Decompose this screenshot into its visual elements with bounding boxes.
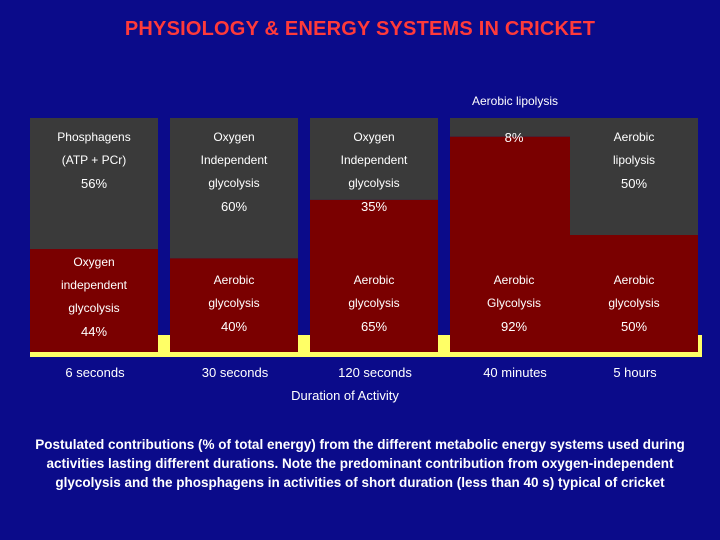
top-segment-label-1: Oxygen Independent glycolysis 60% [170, 130, 298, 214]
segment-percent: 56% [80, 176, 108, 191]
segment-line: lipolysis [612, 153, 655, 167]
bar-segment-top-2 [310, 118, 438, 200]
x-axis-label: Duration of Activity [291, 388, 399, 403]
segment-line: independent [60, 278, 128, 293]
segment-line: Independent [340, 153, 408, 167]
top-segment-label-4: Aerobic lipolysis 50% [570, 130, 698, 191]
segment-percent: 40% [220, 319, 248, 334]
bar-segment-bottom-1 [170, 258, 298, 352]
segment-line: glycolysis [348, 296, 400, 310]
top-segment-label-2: Oxygen Independent glycolysis 35% [310, 130, 438, 214]
segment-percent: 92% [500, 319, 528, 334]
segment-line: Aerobic [613, 273, 655, 287]
duration-label-2: 120 seconds [338, 365, 412, 380]
segment-line: glycolysis [208, 176, 260, 190]
segment-line: Glycolysis [486, 296, 541, 310]
segment-line: Oxygen [73, 255, 115, 270]
segment-line: Aerobic [213, 273, 255, 287]
figure-caption: Postulated contributions (% of total ene… [35, 437, 685, 490]
segment-line: Oxygen [353, 130, 395, 144]
segment-percent: 35% [360, 199, 388, 214]
segment-line: Independent [200, 153, 268, 167]
top-segment-label-0: Phosphagens (ATP + PCr) 56% [30, 130, 158, 191]
duration-label-0: 6 seconds [65, 365, 125, 380]
bar-segment-top-4 [570, 118, 698, 235]
top-annotation-aerobic-lipolysis: Aerobic lipolysis [471, 94, 559, 108]
bar-segment-top-1 [170, 118, 298, 259]
bottom-segment-label-3: Aerobic Glycolysis 92% [450, 273, 578, 334]
chart-title: PHYSIOLOGY & ENERGY SYSTEMS IN CRICKET [124, 18, 596, 40]
bar-segment-top-0 [30, 118, 158, 250]
segment-line: Oxygen [213, 130, 255, 144]
bottom-segment-label-1: Aerobic glycolysis 40% [170, 273, 298, 334]
bar-segment-bottom-3 [450, 136, 578, 352]
segment-line: Aerobic [613, 130, 655, 144]
bar-segment-bottom-0 [30, 249, 158, 352]
bottom-segment-label-4: Aerobic glycolysis 50% [570, 273, 698, 334]
segment-percent: 50% [620, 176, 648, 191]
duration-label-3: 40 minutes [483, 365, 547, 380]
segment-line: glycolysis [208, 296, 260, 310]
segment-line: Aerobic [353, 273, 395, 287]
segment-percent: 50% [620, 319, 648, 334]
duration-label-4: 5 hours [613, 365, 657, 380]
segment-percent: 8% [504, 130, 524, 145]
segment-percent: 44% [80, 324, 108, 340]
bottom-segment-label-2: Aerobic glycolysis 65% [310, 273, 438, 334]
segment-line: glycolysis [348, 176, 400, 190]
segment-percent: 60% [220, 199, 248, 214]
segment-percent: 65% [360, 319, 388, 334]
bar-segment-bottom-4 [570, 235, 698, 352]
bottom-segment-label-0: Oxygen independent glycolysis 44% [30, 255, 158, 339]
segment-line: glycolysis [608, 296, 660, 310]
top-segment-label-3: 8% [450, 130, 578, 145]
bar-segment-bottom-2 [310, 199, 438, 352]
duration-label-1: 30 seconds [201, 365, 269, 380]
segment-line: Phosphagens [57, 130, 131, 144]
segment-line: glycolysis [68, 301, 120, 316]
bar-segment-top-3 [450, 118, 578, 137]
segment-line: Aerobic [493, 273, 535, 287]
segment-line: (ATP + PCr) [61, 153, 127, 167]
